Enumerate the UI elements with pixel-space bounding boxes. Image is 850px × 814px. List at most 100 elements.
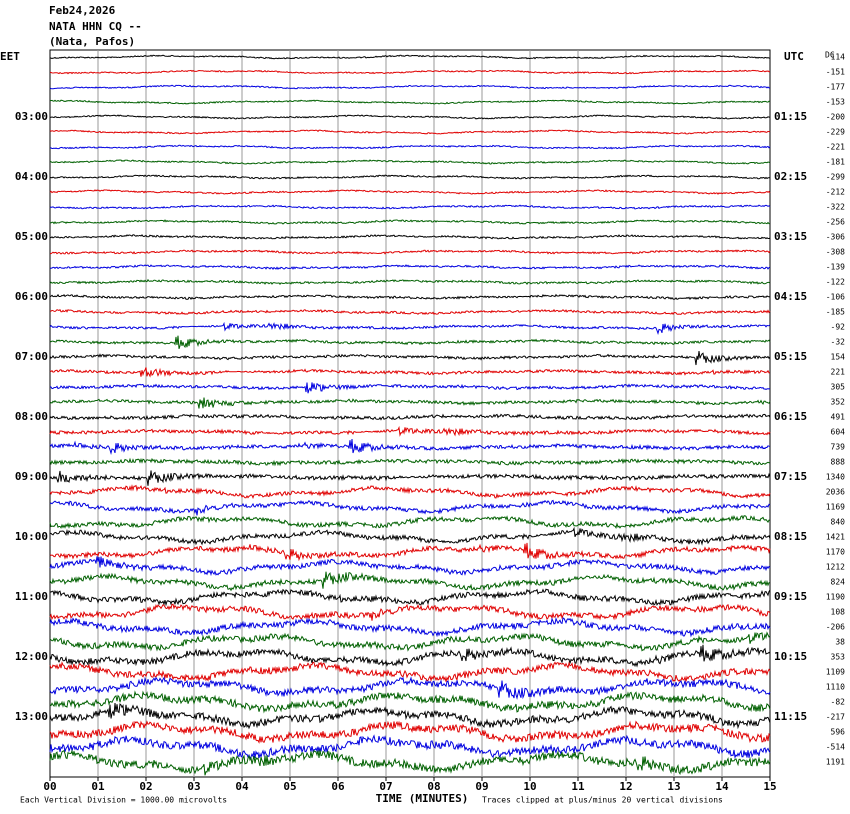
dc-offset: 491 xyxy=(831,413,846,422)
trace xyxy=(49,189,771,195)
dc-offset: 596 xyxy=(831,728,846,737)
dc-offset: -32 xyxy=(831,338,846,347)
trace xyxy=(49,413,771,421)
date: Feb24,2026 xyxy=(49,4,116,17)
trace xyxy=(49,661,771,683)
x-tick-label: 10 xyxy=(523,780,536,793)
dc-offset: -256 xyxy=(826,218,845,227)
trace xyxy=(49,308,771,316)
dc-offset: -212 xyxy=(826,188,845,197)
dc-offset: -200 xyxy=(826,113,845,122)
trace xyxy=(49,114,770,120)
trace xyxy=(49,84,771,90)
trace xyxy=(49,278,771,286)
trace xyxy=(49,644,771,668)
x-tick-label: 12 xyxy=(619,780,632,793)
trace xyxy=(49,174,771,180)
x-tick-label: 04 xyxy=(235,780,249,793)
dc-offset: 114 xyxy=(831,53,846,62)
trace xyxy=(49,234,771,240)
trace xyxy=(49,264,771,270)
right-label: 01:15 xyxy=(774,110,807,123)
right-label: 07:15 xyxy=(774,470,807,483)
x-tick-label: 02 xyxy=(139,780,152,793)
dc-offset: 604 xyxy=(831,428,846,437)
right-label: 10:15 xyxy=(774,650,807,663)
footer-right: Traces clipped at plus/minus 20 vertical… xyxy=(482,796,723,805)
right-label: 05:15 xyxy=(774,350,807,363)
trace xyxy=(49,351,771,366)
right-label: 09:15 xyxy=(774,590,807,603)
right-title: UTC xyxy=(784,50,804,63)
left-label: 06:00 xyxy=(15,290,48,303)
left-title: EET xyxy=(0,50,20,63)
dc-offset: -181 xyxy=(826,158,845,167)
dc-offset: 1109 xyxy=(826,668,845,677)
trace xyxy=(50,526,771,546)
trace xyxy=(49,129,771,135)
dc-offset: -139 xyxy=(826,263,845,272)
trace xyxy=(49,690,771,714)
trace xyxy=(49,631,771,652)
dc-offset: 1340 xyxy=(826,473,845,482)
trace xyxy=(49,720,771,744)
x-tick-label: 08 xyxy=(427,780,440,793)
dc-offset: 1212 xyxy=(826,563,845,572)
dc-offset: 739 xyxy=(831,443,846,452)
dc-offset: 888 xyxy=(831,458,846,467)
dc-offset: 1190 xyxy=(826,593,845,602)
dc-offset: 840 xyxy=(831,518,846,527)
trace xyxy=(49,556,771,577)
x-tick-label: 09 xyxy=(475,780,488,793)
dc-offset: -82 xyxy=(831,698,846,707)
trace xyxy=(50,249,771,255)
dc-offset: 154 xyxy=(831,353,846,362)
trace xyxy=(49,616,771,638)
dc-offset: -229 xyxy=(826,128,845,137)
trace xyxy=(49,293,771,301)
dc-offset: 1170 xyxy=(826,548,845,557)
dc-offset: -151 xyxy=(826,68,845,77)
trace xyxy=(49,54,771,60)
trace xyxy=(49,382,771,394)
x-tick-label: 15 xyxy=(763,780,776,793)
x-title: TIME (MINUTES) xyxy=(376,792,469,805)
x-tick-label: 03 xyxy=(187,780,200,793)
station: NATA HHN CQ -- xyxy=(49,20,142,33)
right-label: 04:15 xyxy=(774,290,807,303)
dc-offset: -92 xyxy=(831,323,846,332)
dc-offset: 38 xyxy=(835,638,845,647)
dc-offset: 352 xyxy=(831,398,846,407)
left-label: 13:00 xyxy=(15,710,48,723)
dc-offset: 2036 xyxy=(826,488,845,497)
trace xyxy=(49,734,771,760)
trace xyxy=(49,542,771,562)
right-label: 08:15 xyxy=(774,530,807,543)
right-label: 11:15 xyxy=(774,710,807,723)
trace xyxy=(49,335,771,349)
trace xyxy=(49,69,770,75)
dc-offset: -177 xyxy=(826,83,845,92)
trace xyxy=(49,204,771,210)
trace xyxy=(49,470,771,486)
trace xyxy=(49,367,771,378)
trace xyxy=(49,438,771,455)
footer-left: Each Vertical Division = 1000.00 microvo… xyxy=(20,796,227,805)
dc-title: DC xyxy=(825,51,835,60)
dc-offset: -106 xyxy=(826,293,845,302)
dc-offset: -308 xyxy=(826,248,845,257)
dc-offset: 1191 xyxy=(826,758,845,767)
dc-offset: -185 xyxy=(826,308,845,317)
traces xyxy=(49,54,771,776)
trace xyxy=(49,676,771,700)
trace xyxy=(49,588,771,607)
dc-offset: 108 xyxy=(831,608,846,617)
trace xyxy=(49,603,771,621)
trace xyxy=(49,321,771,336)
dc-offset: 1169 xyxy=(826,503,845,512)
dc-offset: -306 xyxy=(826,233,845,242)
left-label: 04:00 xyxy=(15,170,48,183)
x-tick-label: 13 xyxy=(667,780,680,793)
right-label: 02:15 xyxy=(774,170,807,183)
